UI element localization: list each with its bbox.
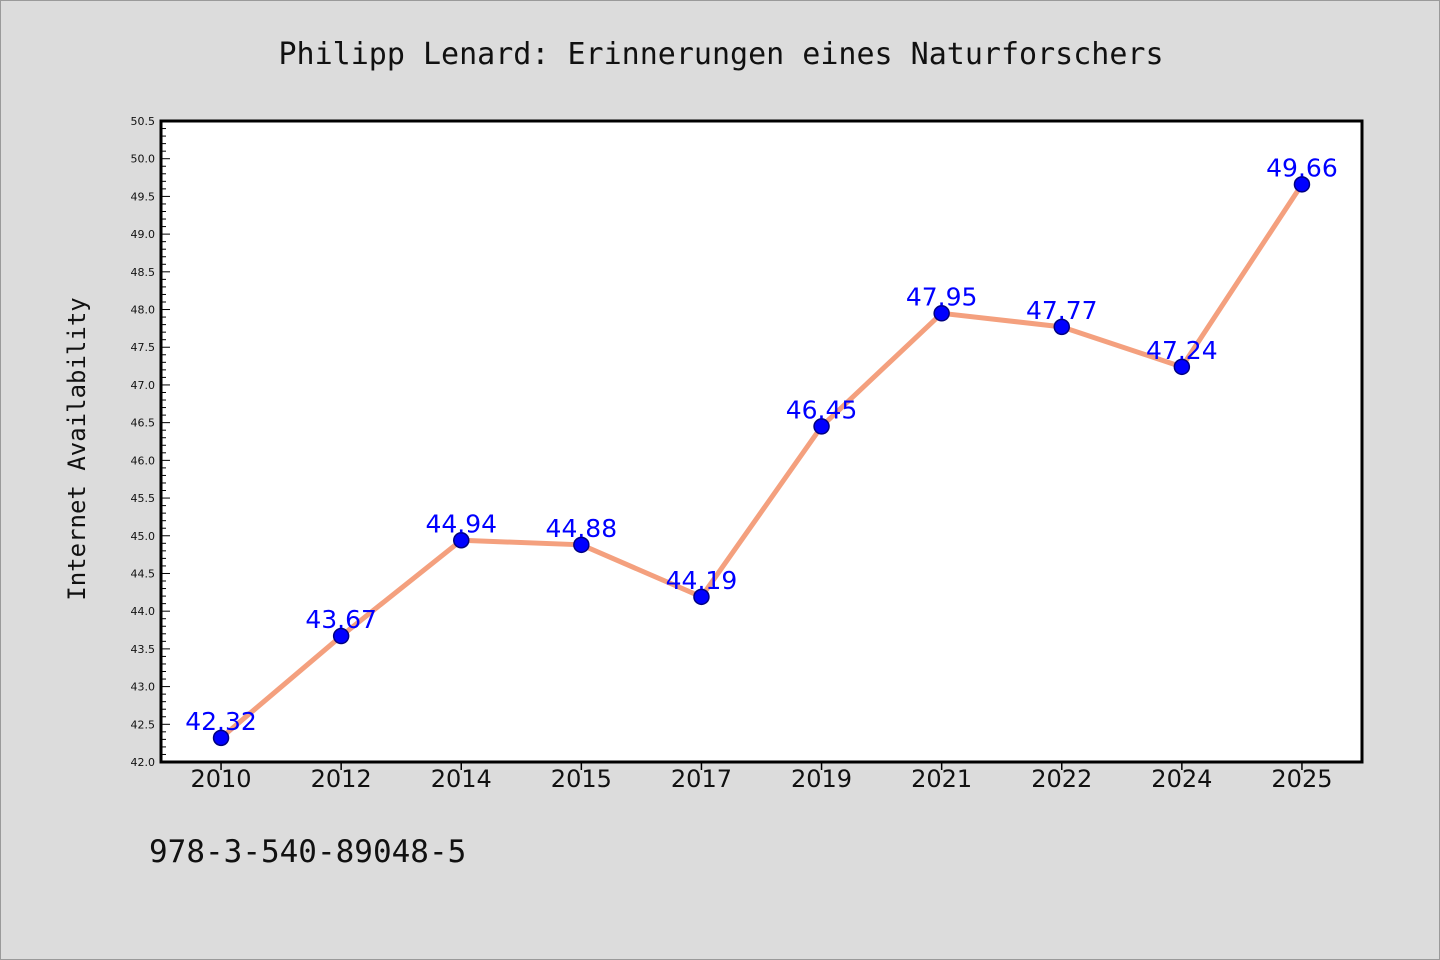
data-label: 49.66 <box>1266 153 1338 182</box>
data-point <box>933 305 950 322</box>
y-tick-label: 44.0 <box>131 605 156 618</box>
data-label: 47.24 <box>1146 336 1218 365</box>
data-label: 47.77 <box>1026 296 1098 325</box>
data-point <box>212 729 230 747</box>
y-tick-label: 50.0 <box>131 153 156 166</box>
y-tick-label: 42.5 <box>131 718 156 731</box>
data-label: 44.94 <box>425 509 497 538</box>
x-axis-ticks: 2010 2012 2014 2015 2017 2019 2021 2022 2024 2025 <box>191 762 1332 793</box>
data-label: 44.19 <box>666 566 738 595</box>
y-tick-label: 49.5 <box>131 190 156 203</box>
x-tick-label: 2024 <box>1151 765 1212 793</box>
series-group: 42.32 43.67 44.94 44.88 44.19 46.45 47.95 47.77… <box>185 153 1338 747</box>
y-tick-label: 47.0 <box>131 379 156 392</box>
data-point <box>813 418 830 435</box>
y-tick-label: 47.5 <box>131 341 156 354</box>
data-point <box>453 532 470 549</box>
y-tick-label: 49.0 <box>131 228 156 241</box>
x-tick-label: 2010 <box>191 765 252 793</box>
data-point <box>332 627 350 645</box>
y-tick-label: 45.0 <box>131 530 156 543</box>
y-tick-label: 45.5 <box>131 492 156 505</box>
data-label: 43.67 <box>305 605 377 634</box>
y-axis-label: Internet Availability <box>63 297 91 600</box>
y-tick-label: 50.5 <box>131 115 156 128</box>
x-tick-label: 2021 <box>911 765 972 793</box>
y-tick-label: 48.5 <box>131 266 156 279</box>
y-tick-label: 43.5 <box>131 643 156 656</box>
y-tick-label: 46.0 <box>131 454 156 467</box>
data-point <box>1173 358 1191 376</box>
data-point <box>693 588 710 606</box>
chart-title: Philipp Lenard: Erinnerungen eines Natur… <box>278 37 1163 72</box>
x-tick-label: 2014 <box>431 765 492 793</box>
x-tick-label: 2015 <box>551 765 612 793</box>
data-point <box>1293 176 1311 193</box>
data-point <box>1053 318 1070 336</box>
plot-area <box>159 119 1364 764</box>
y-tick-label: 46.5 <box>131 417 156 430</box>
x-tick-label: 2019 <box>791 765 852 793</box>
y-tick-label: 44.5 <box>131 567 156 580</box>
y-tick-label: 42.0 <box>131 756 156 769</box>
data-label: 47.95 <box>906 282 978 311</box>
y-axis-ticks: 42.0 42.5 43.0 43.5 44.0 44.5 45.0 45.5 46.0 46.5… <box>131 115 170 769</box>
data-label: 46.45 <box>786 395 858 424</box>
x-tick-label: 2012 <box>311 765 372 793</box>
y-tick-label: 43.0 <box>131 681 156 694</box>
x-tick-label: 2017 <box>671 765 732 793</box>
series-line <box>218 181 1305 741</box>
y-tick-label: 48.0 <box>131 304 156 317</box>
x-tick-label: 2022 <box>1031 765 1092 793</box>
data-label: 44.88 <box>546 514 618 543</box>
x-tick-label: 2025 <box>1271 765 1332 793</box>
isbn-text: 978-3-540-89048-5 <box>149 834 467 870</box>
data-point <box>573 536 590 554</box>
data-label: 42.32 <box>185 707 257 736</box>
